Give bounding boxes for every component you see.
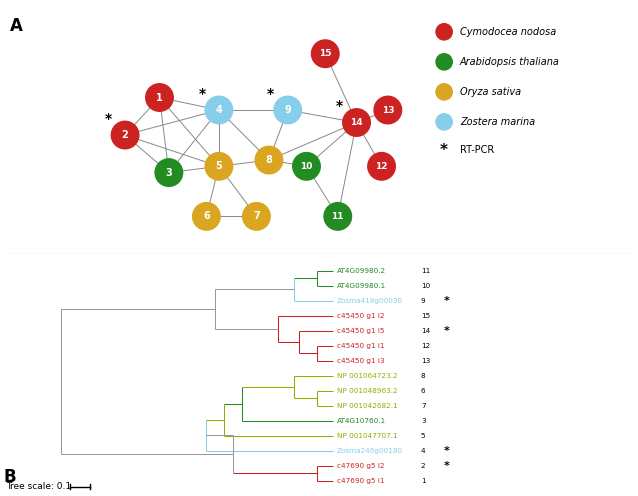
Text: 12: 12 (421, 343, 430, 349)
Text: Zostera marina: Zostera marina (460, 117, 535, 127)
Text: Zosma246g00180: Zosma246g00180 (337, 447, 403, 453)
Text: 5: 5 (216, 161, 222, 171)
Text: 5: 5 (421, 433, 426, 438)
Text: Oryza sativa: Oryza sativa (460, 87, 521, 97)
Text: *: * (443, 326, 449, 336)
Circle shape (374, 96, 401, 124)
Text: 13: 13 (421, 358, 430, 364)
Text: AT4G09980.2: AT4G09980.2 (337, 268, 386, 274)
Text: 3: 3 (165, 168, 172, 178)
Text: 14: 14 (421, 328, 430, 334)
Text: Tree scale: 0.1: Tree scale: 0.1 (6, 482, 71, 491)
Text: 8: 8 (421, 372, 426, 378)
Text: A: A (10, 17, 22, 35)
Circle shape (242, 202, 271, 230)
Circle shape (255, 146, 283, 174)
Text: 9: 9 (421, 298, 426, 304)
Text: 9: 9 (285, 105, 291, 115)
Circle shape (343, 109, 370, 136)
Text: 13: 13 (382, 106, 394, 115)
Text: Zosma418g00030: Zosma418g00030 (337, 298, 403, 304)
Text: 3: 3 (421, 418, 426, 424)
Text: Cymodocea nodosa: Cymodocea nodosa (460, 27, 556, 37)
Text: 14: 14 (350, 118, 363, 127)
Text: *: * (105, 112, 112, 126)
Circle shape (436, 54, 452, 70)
Circle shape (145, 84, 174, 111)
Circle shape (111, 122, 139, 149)
Circle shape (311, 40, 339, 67)
Text: c45450 g1 i3: c45450 g1 i3 (337, 358, 385, 364)
Circle shape (367, 153, 396, 180)
Text: *: * (440, 142, 448, 158)
Text: *: * (267, 87, 274, 101)
Text: 11: 11 (332, 212, 344, 221)
Text: AT4G10760.1: AT4G10760.1 (337, 418, 386, 424)
Text: Arabidopsis thaliana: Arabidopsis thaliana (460, 57, 560, 67)
Text: c45450 g1 i1: c45450 g1 i1 (337, 343, 385, 349)
Text: c45450 g1 i2: c45450 g1 i2 (337, 312, 385, 318)
Text: AT4G09980.1: AT4G09980.1 (337, 283, 386, 289)
Text: NP 001042682.1: NP 001042682.1 (337, 403, 397, 409)
Circle shape (155, 159, 182, 186)
Text: 4: 4 (216, 105, 222, 115)
Text: 10: 10 (300, 162, 313, 171)
Text: 7: 7 (253, 211, 260, 221)
Text: RT-PCR: RT-PCR (460, 145, 494, 155)
Circle shape (324, 202, 352, 230)
Text: *: * (198, 87, 205, 101)
Text: 2: 2 (122, 130, 128, 140)
Text: *: * (443, 461, 449, 471)
Text: c47690 g5 i2: c47690 g5 i2 (337, 463, 385, 469)
Text: 15: 15 (319, 49, 332, 58)
Circle shape (436, 24, 452, 40)
Circle shape (274, 96, 302, 124)
Text: 8: 8 (265, 155, 272, 165)
Circle shape (436, 114, 452, 130)
Text: B: B (3, 468, 16, 487)
Text: 1: 1 (421, 478, 426, 484)
Text: 6: 6 (421, 387, 426, 394)
Circle shape (193, 202, 220, 230)
Text: *: * (443, 296, 449, 306)
Text: 10: 10 (421, 283, 430, 289)
Circle shape (205, 96, 233, 124)
Text: *: * (443, 445, 449, 455)
Text: c47690 g5 i1: c47690 g5 i1 (337, 478, 385, 484)
Text: NP 001064723.2: NP 001064723.2 (337, 372, 397, 378)
Text: NP 001047707.1: NP 001047707.1 (337, 433, 397, 438)
Text: NP 001048963.2: NP 001048963.2 (337, 387, 397, 394)
Text: 15: 15 (421, 312, 430, 318)
Text: 6: 6 (203, 211, 210, 221)
Text: *: * (336, 99, 343, 113)
Text: 4: 4 (421, 447, 426, 453)
Text: 1: 1 (156, 93, 163, 103)
Text: 7: 7 (421, 403, 426, 409)
Text: 11: 11 (421, 268, 430, 274)
Text: 12: 12 (375, 162, 388, 171)
Text: 2: 2 (421, 463, 426, 469)
Circle shape (293, 153, 320, 180)
Circle shape (205, 153, 233, 180)
Text: c45450 g1 i5: c45450 g1 i5 (337, 328, 385, 334)
Circle shape (436, 84, 452, 100)
